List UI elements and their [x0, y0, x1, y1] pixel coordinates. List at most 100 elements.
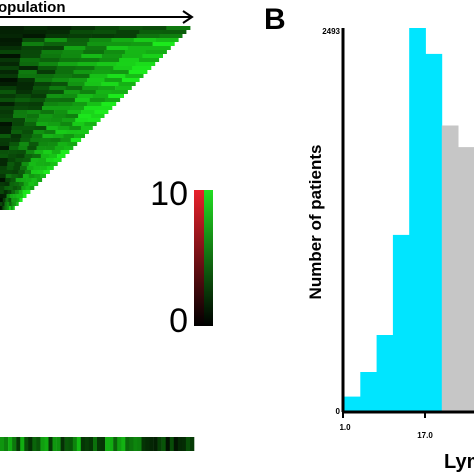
strip-cell [93, 437, 98, 451]
heatmap-cell [142, 54, 163, 58]
y-tick-label-min: 0 [336, 407, 341, 416]
heatmap-cell [104, 50, 126, 54]
heatmap-cell [10, 206, 13, 210]
heatmap-cell [118, 82, 136, 86]
heatmap-cell [56, 106, 71, 110]
heatmap-cell [8, 186, 13, 190]
heatmap-cell [145, 50, 167, 54]
heatmap-cell [106, 46, 129, 50]
heatmap-cell [6, 170, 13, 174]
heatmap-cell [91, 70, 111, 74]
heatmap-cell [21, 134, 33, 138]
heatmap-cell [74, 134, 85, 138]
strip-cell [40, 437, 45, 451]
heatmap-cell [0, 46, 22, 50]
heatmap-cell [15, 158, 24, 162]
heatmap-cell [16, 154, 25, 158]
heatmap-cell [92, 94, 109, 98]
heatmap-cell [11, 130, 23, 134]
heatmap-cell [35, 74, 54, 78]
heatmap-cell [53, 74, 72, 78]
heatmap-cell [19, 142, 30, 146]
heatmap-cell [52, 78, 70, 82]
colorbar-green-strip [204, 190, 213, 326]
heatmap-cell [94, 66, 114, 70]
heatmap-cell [63, 146, 74, 150]
heatmap-cell [13, 198, 17, 202]
strip-cell [24, 437, 29, 451]
heatmap-cell [21, 162, 29, 166]
heatmap-cell [9, 182, 15, 186]
heatmap-cell [32, 86, 50, 90]
heatmap-cell [39, 114, 53, 118]
histogram-bar [409, 28, 426, 412]
heatmap-cell [95, 26, 120, 30]
heatmap-cell [85, 46, 107, 50]
heatmap-cell [87, 78, 105, 82]
histogram-bar [441, 125, 459, 412]
heatmap-cell [75, 66, 95, 70]
heatmap-cell [42, 46, 65, 50]
strip-cell [12, 437, 17, 451]
heatmap-cell [0, 78, 18, 82]
heatmap-cell [72, 102, 88, 106]
heatmap-cell [118, 26, 143, 30]
heatmap-cell [17, 174, 24, 178]
heatmap-cell [63, 46, 86, 50]
heatmap-cell [58, 62, 78, 66]
heatmap-cell [4, 202, 8, 206]
heatmap-cell [20, 166, 28, 170]
heatmap-cell [0, 126, 12, 130]
heatmap-cell [60, 138, 71, 142]
heatmap-cell [40, 110, 55, 114]
heatmap-cell [37, 170, 44, 174]
heatmap-cell [49, 86, 66, 90]
heatmap-cell [84, 82, 102, 86]
heatmap-cell [60, 122, 73, 126]
heatmap-cell [0, 174, 6, 178]
heatmap-cell [71, 26, 96, 30]
strip-cell [165, 437, 170, 451]
colorbar-max-label: 10 [150, 175, 188, 213]
heatmap-cell [95, 90, 112, 94]
strip-cell [133, 437, 138, 451]
heatmap-cell [0, 38, 23, 42]
strip-cell [125, 437, 130, 451]
population-header-text: opulation [0, 0, 66, 16]
strip-cell [157, 437, 162, 451]
strip-cell [56, 437, 61, 451]
heatmap-cell [0, 30, 24, 34]
heatmap-cell [113, 66, 133, 70]
heatmap-cell [139, 58, 160, 62]
heatmap-cell [0, 58, 21, 62]
heatmap-cell [31, 170, 38, 174]
heatmap-cell [8, 198, 12, 202]
heatmap-cell [79, 58, 100, 62]
heatmap-cell [14, 182, 20, 186]
heatmap-cell [0, 90, 17, 94]
heatmap-cell [89, 98, 106, 102]
heatmap-cell [87, 118, 101, 122]
heatmap-cell [83, 50, 105, 54]
heatmap-cell [166, 26, 191, 30]
heatmap-cell [10, 134, 22, 138]
heatmap-cell [42, 106, 57, 110]
heatmap-cell [48, 154, 58, 158]
heatmap-cell [28, 182, 34, 186]
heatmap-cell [133, 38, 157, 42]
colorbar-min-label: 0 [169, 302, 188, 340]
strip-cell [161, 437, 166, 451]
heatmap-cell [23, 26, 48, 30]
heatmap-cell [152, 42, 175, 46]
heatmap-cell [57, 154, 66, 158]
heatmap-cell [19, 58, 41, 62]
heatmap-cell [20, 138, 31, 142]
heatmap-cell [12, 170, 19, 174]
heatmap-cell [9, 142, 20, 146]
heatmap-cell [0, 130, 12, 134]
strip-cell [129, 437, 134, 451]
strip-cell [153, 437, 158, 451]
heatmap-cell [67, 82, 85, 86]
strip-cell [121, 437, 126, 451]
heatmap-cell [11, 190, 16, 194]
